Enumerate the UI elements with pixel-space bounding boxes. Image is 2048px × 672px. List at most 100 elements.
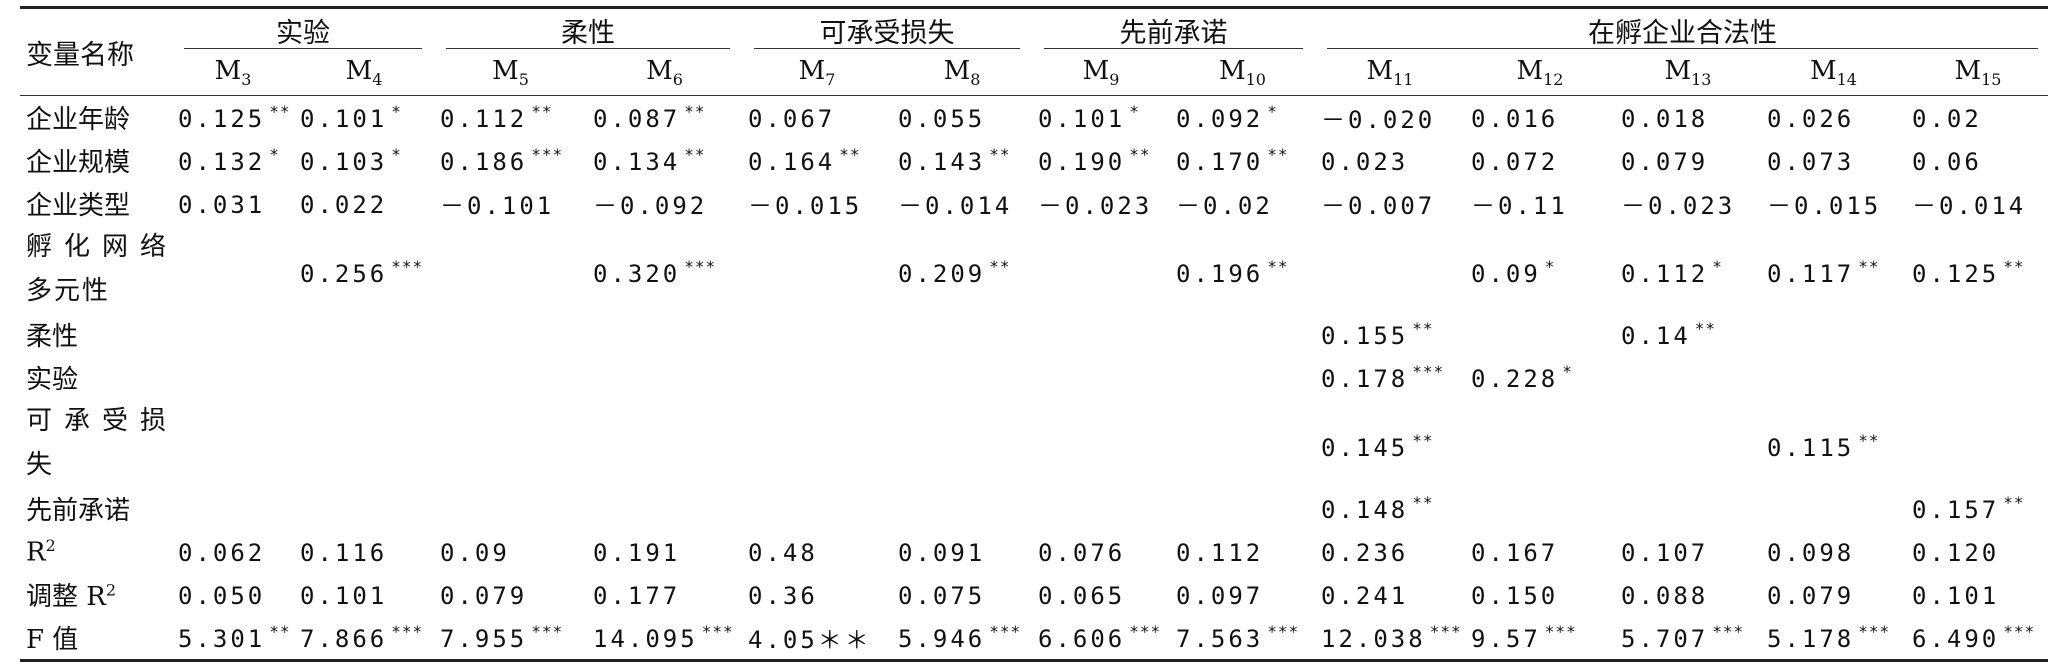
cell-value: 0.101	[300, 582, 388, 610]
table-cell: －0.02	[1170, 182, 1315, 225]
model-letter: M	[492, 56, 519, 87]
table-cell: 5.946 ***	[892, 616, 1032, 661]
cell-value: 0.148	[1321, 496, 1409, 524]
table-cell: 0.112 *	[1615, 225, 1761, 313]
significance-stars: **	[269, 102, 291, 121]
cell-value: －0.023	[1621, 192, 1736, 220]
table-row: 调整 R2 0.050 0.101 0.079 0.177 0.36 0.075 0.065 0…	[20, 573, 2048, 616]
model-header: M6	[587, 51, 742, 96]
cell-value: 0.36	[748, 582, 818, 610]
table-cell: 0.236	[1315, 530, 1465, 573]
model-letter: M	[1810, 56, 1837, 87]
table-cell	[742, 487, 892, 530]
model-number: 5	[518, 70, 529, 90]
cell-value: 0.256	[300, 259, 388, 288]
significance-stars: ***	[684, 256, 717, 276]
significance-stars: **	[1129, 145, 1151, 164]
table-cell: 0.101 *	[294, 96, 434, 139]
table-cell: 0.072	[1465, 139, 1615, 182]
row-label: 调整 R2	[20, 573, 172, 616]
cell-value: 0.112	[1176, 539, 1264, 567]
table-cell: －0.11	[1465, 182, 1615, 225]
table-cell	[1465, 313, 1615, 356]
cell-value: 0.075	[898, 582, 986, 610]
row-label-superscript: 2	[45, 535, 56, 555]
cell-value: 0.018	[1621, 105, 1709, 133]
table-cell	[1032, 487, 1170, 530]
cell-value: 0.191	[593, 539, 681, 567]
table-cell	[172, 313, 294, 356]
table-cell: 0.170 **	[1170, 139, 1315, 182]
cell-value: 0.125	[178, 105, 266, 133]
cell-value: 0.116	[300, 539, 388, 567]
model-number: 3	[241, 70, 252, 90]
cell-value: 0.055	[898, 105, 986, 133]
table-row: 企业规模 0.132 * 0.103 * 0.186 *** 0.134 ** 0.164 ** 0.…	[20, 139, 2048, 182]
table-cell: －0.007	[1315, 182, 1465, 225]
significance-stars: **	[839, 145, 861, 164]
table-cell: 0.073	[1761, 139, 1906, 182]
model-letter: M	[1664, 56, 1692, 87]
cell-value: 0.079	[440, 582, 528, 610]
table-cell: 0.067	[742, 96, 892, 139]
table-cell: 0.48	[742, 530, 892, 573]
table-cell	[172, 356, 294, 399]
table-cell: 0.150	[1465, 573, 1615, 616]
significance-stars: *	[1544, 256, 1556, 276]
model-header: M15	[1906, 51, 2048, 96]
cell-value: 0.241	[1321, 582, 1409, 610]
table-cell: 0.016	[1465, 96, 1615, 139]
cell-value: 0.079	[1767, 582, 1855, 610]
table-row: F 值 5.301 ** 7.866 *** 7.955 *** 14.095 *** 4.05＊…	[20, 616, 2048, 661]
table-cell: －0.023	[1615, 182, 1761, 225]
cell-value: 0.067	[748, 105, 836, 133]
row-label-superscript: 2	[105, 580, 117, 600]
cell-value: 0.157	[1912, 496, 2000, 524]
cell-value: 0.02	[1912, 105, 1982, 133]
cell-value: 0.050	[178, 582, 266, 610]
model-number: 6	[672, 70, 683, 90]
table-cell	[434, 313, 587, 356]
table-cell: 0.14 **	[1615, 313, 1761, 356]
table-cell	[1761, 487, 1906, 530]
cell-value: 6.490	[1912, 625, 2000, 653]
model-number: 12	[1543, 70, 1564, 90]
cell-value: 0.097	[1176, 582, 1264, 610]
table-cell	[434, 487, 587, 530]
table-cell: 0.087 **	[587, 96, 742, 139]
table-cell: －0.020	[1315, 96, 1465, 139]
table-cell: 0.148 **	[1315, 487, 1465, 530]
model-number: 13	[1691, 70, 1712, 90]
row-label: 柔性	[20, 313, 172, 356]
significance-stars: **	[989, 256, 1011, 276]
table-cell: 0.115 **	[1761, 399, 1906, 487]
cell-value: 0.125	[1912, 259, 2000, 288]
table-row: 企业年龄 0.125 ** 0.101 * 0.112 ** 0.087 ** 0.067 0.05…	[20, 96, 2048, 139]
cell-value: 0.073	[1767, 148, 1855, 176]
significance-stars: **	[1858, 256, 1880, 276]
table-cell: 0.134 **	[587, 139, 742, 182]
table-cell: 7.563 ***	[1170, 616, 1315, 661]
cell-value: 0.023	[1321, 148, 1409, 176]
significance-stars: ***	[989, 622, 1022, 641]
cell-value: 0.016	[1471, 105, 1559, 133]
table-cell: 0.145 **	[1315, 399, 1465, 487]
table-cell	[1315, 225, 1465, 313]
significance-stars: ***	[701, 622, 734, 641]
cell-value: 0.134	[593, 148, 681, 176]
table-cell: 0.098	[1761, 530, 1906, 573]
cell-value: 0.167	[1471, 539, 1559, 567]
table-cell	[294, 487, 434, 530]
significance-stars: ***	[1712, 622, 1745, 641]
table-cell	[742, 225, 892, 313]
significance-stars: *	[391, 145, 402, 164]
cell-value: 7.866	[300, 625, 388, 653]
significance-stars: **	[1412, 493, 1434, 512]
significance-stars: ***	[1412, 362, 1445, 381]
cell-value: 0.190	[1038, 148, 1126, 176]
cell-value: 0.103	[300, 148, 388, 176]
cell-value: 0.170	[1176, 148, 1264, 176]
table-cell	[1032, 356, 1170, 399]
table-cell	[434, 356, 587, 399]
significance-stars: **	[1694, 319, 1717, 338]
